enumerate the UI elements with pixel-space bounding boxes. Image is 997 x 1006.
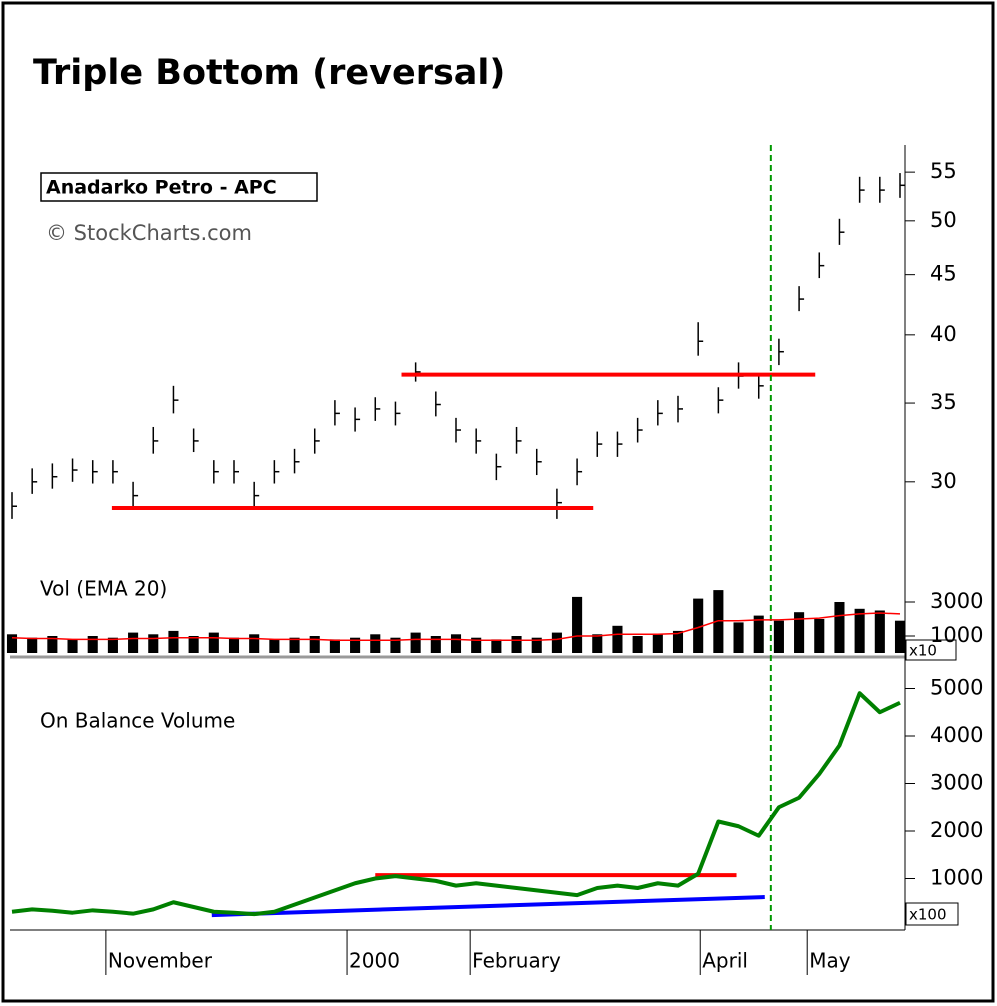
y-tick-label: 35 xyxy=(930,390,957,414)
volume-bar xyxy=(269,639,280,653)
volume-bar xyxy=(87,636,98,653)
y-tick-label: 1000 xyxy=(930,623,983,647)
volume-bar xyxy=(854,608,865,653)
volume-bar xyxy=(572,596,583,653)
y-tick-label: 3000 xyxy=(930,771,983,795)
volume-bar xyxy=(753,615,764,653)
volume-bar xyxy=(6,634,18,653)
chart-title: Triple Bottom (reversal) xyxy=(33,53,505,93)
volume-bar xyxy=(531,637,542,653)
volume-title: Vol (EMA 20) xyxy=(40,577,167,601)
volume-bar xyxy=(632,636,643,653)
y-tick-label: 55 xyxy=(930,159,957,183)
volume-bar xyxy=(491,639,502,653)
x-tick-label: February xyxy=(472,949,561,973)
y-tick-label: 1000 xyxy=(930,866,983,890)
x-tick-label: November xyxy=(108,949,213,973)
volume-bar xyxy=(329,639,340,653)
volume-bar xyxy=(652,634,663,653)
obv-line xyxy=(11,691,901,917)
y-tick-label: 4000 xyxy=(930,723,983,747)
y-tick-label: 5000 xyxy=(930,676,983,700)
x-tick-label: 2000 xyxy=(349,949,400,973)
volume-bar xyxy=(450,634,462,653)
volume-bar xyxy=(592,634,603,653)
stock-name: Anadarko Petro - APC xyxy=(46,177,277,199)
volume-bar xyxy=(471,637,482,653)
y-tick-label: 40 xyxy=(930,322,957,346)
volume-bar xyxy=(612,625,623,653)
volume-bar xyxy=(370,634,381,653)
y-tick-label: 2000 xyxy=(930,818,983,842)
volume-bar xyxy=(874,610,885,653)
volume-bar xyxy=(208,632,219,653)
volume-multiplier: x10 xyxy=(909,642,937,660)
volume-bar xyxy=(168,630,179,653)
volume-bar xyxy=(672,630,684,653)
obv-title: On Balance Volume xyxy=(40,709,235,733)
volume-bar xyxy=(228,637,240,653)
y-tick-label: 30 xyxy=(930,469,957,493)
multiplier-box xyxy=(905,902,959,926)
volume-bar xyxy=(47,636,58,653)
volume-bar xyxy=(713,590,724,653)
source: © StockCharts.com xyxy=(46,221,252,245)
volume-bar xyxy=(511,636,522,653)
x-tick-label: April xyxy=(702,949,748,973)
volume-bar xyxy=(733,622,744,653)
volume-bar xyxy=(430,636,441,653)
volume-bar xyxy=(773,620,784,653)
y-tick-label: 50 xyxy=(930,208,957,232)
volume-bar xyxy=(350,637,361,653)
volume-bar xyxy=(693,598,704,653)
volume-bar xyxy=(67,639,78,653)
x-tick-label: May xyxy=(809,949,851,973)
volume-bar xyxy=(289,637,300,653)
volume-bar xyxy=(27,637,38,653)
volume-bar xyxy=(309,636,320,653)
volume-bar xyxy=(410,632,421,653)
ema-line xyxy=(11,612,901,641)
trend-line xyxy=(211,895,765,918)
y-tick-label: 3000 xyxy=(930,589,983,613)
y-tick-label: 45 xyxy=(930,262,957,286)
volume-bar xyxy=(894,620,906,653)
volume-bar xyxy=(249,634,260,653)
volume-bar xyxy=(188,636,199,653)
multiplier-box xyxy=(905,639,957,661)
volume-bar xyxy=(128,632,139,653)
volume-bar xyxy=(551,632,562,653)
volume-bar xyxy=(148,634,159,653)
volume-bar xyxy=(834,602,845,653)
volume-bar xyxy=(390,637,401,653)
name-box xyxy=(40,172,318,202)
volume-bar xyxy=(794,612,805,653)
volume-bar xyxy=(107,637,118,653)
obv-multiplier: x100 xyxy=(909,906,947,924)
volume-bar xyxy=(814,619,825,653)
